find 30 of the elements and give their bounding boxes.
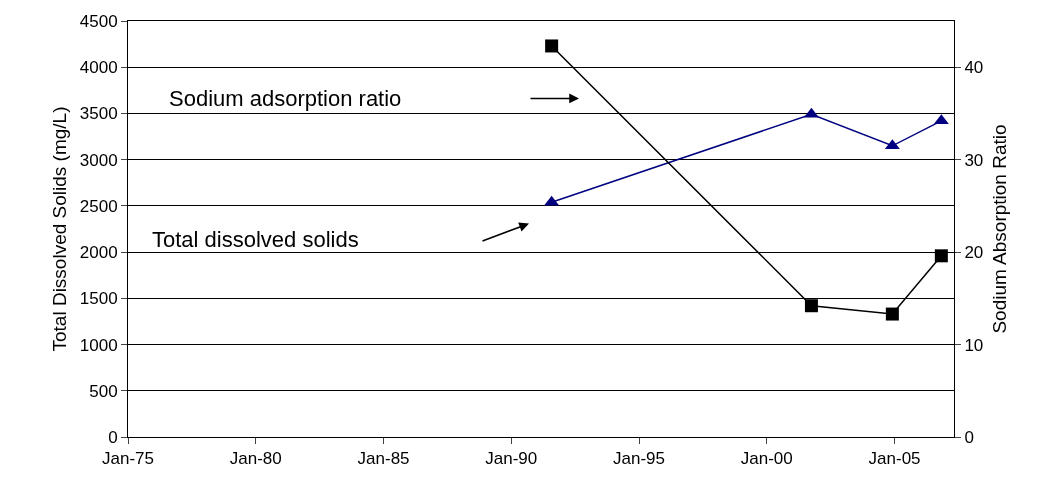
annotation: Total dissolved solids [152,227,359,252]
y2-tick-label: 30 [964,150,984,170]
y-tick-label: 3500 [79,104,118,124]
y-tick-label: 0 [108,427,118,447]
y2-tick-label: 20 [964,243,984,263]
y-tick-label: 4000 [79,58,118,78]
y2-tick-label: 10 [964,335,984,355]
y-tick-label: 2000 [79,243,118,263]
point [885,307,899,321]
x-tick-label: Jan-00 [740,449,793,469]
y-tick-label: 1000 [79,335,118,355]
y2-tick-label: 40 [964,58,984,78]
y-axis-title: Total Dissolved Solids (mg/L) [48,106,70,352]
y2-axis-title: Sodium Absorption Ratio [989,124,1011,334]
x-tick-label: Jan-75 [102,449,154,469]
x-tick-label: Jan-95 [613,449,665,469]
point [934,249,948,263]
point [545,39,559,53]
y-tick-label: 1500 [79,289,118,309]
y-tick-label: 2500 [79,196,118,216]
y-tick-label: 3000 [79,150,118,170]
y2-tick-label: 0 [964,427,974,447]
y-tick-label: 4500 [79,11,118,31]
annotation: Sodium adsorption ratio [169,86,402,111]
point [804,299,818,313]
x-tick-label: Jan-90 [485,449,538,469]
x-tick-label: Jan-05 [868,449,921,469]
x-tick-label: Jan-85 [357,449,410,469]
x-tick-label: Jan-80 [229,449,282,469]
y-tick-label: 500 [89,381,118,401]
